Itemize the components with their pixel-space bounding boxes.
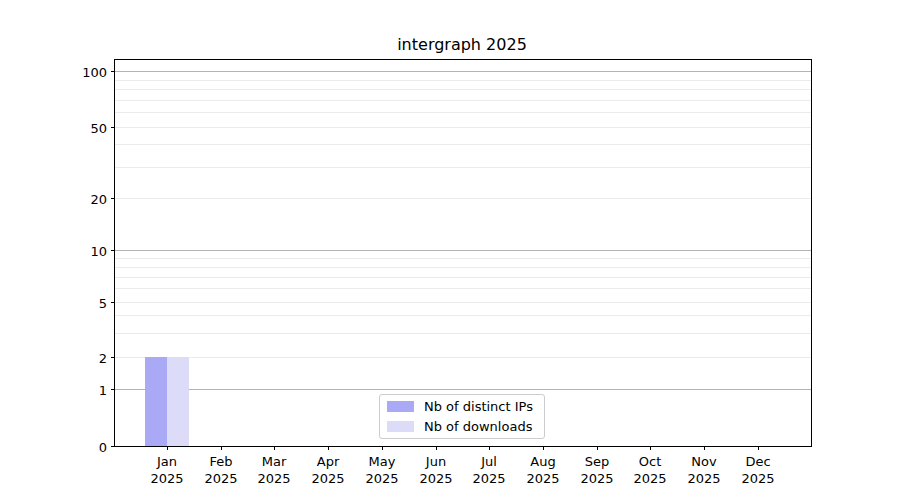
x-tick-label-month: Nov <box>687 453 720 470</box>
gridline-minor <box>115 167 811 168</box>
gridline-major <box>115 71 811 72</box>
y-tick-label: 100 <box>82 64 107 79</box>
x-tick-mark <box>221 446 222 450</box>
x-tick-label-year: 2025 <box>311 470 344 487</box>
x-tick-label: May2025 <box>365 453 398 487</box>
y-tick-mark <box>111 198 115 199</box>
legend-label-downloads: Nb of downloads <box>424 419 532 434</box>
x-tick-label-month: Aug <box>526 453 559 470</box>
x-tick-label: Nov2025 <box>687 453 720 487</box>
gridline-minor <box>115 144 811 145</box>
x-tick-label: Mar2025 <box>257 453 290 487</box>
gridline-minor <box>115 315 811 316</box>
x-tick-mark <box>328 446 329 450</box>
x-tick-label-year: 2025 <box>365 470 398 487</box>
y-tick-label: 20 <box>90 191 107 206</box>
y-tick-mark <box>111 302 115 303</box>
x-tick-label-year: 2025 <box>580 470 613 487</box>
y-tick-mark <box>111 250 115 251</box>
x-tick-label: Dec2025 <box>741 453 774 487</box>
gridline-minor <box>115 302 811 303</box>
gridline-minor <box>115 288 811 289</box>
y-tick-mark <box>111 446 115 447</box>
bar-downloads <box>167 357 189 446</box>
y-tick-mark <box>111 127 115 128</box>
gridline-minor <box>115 80 811 81</box>
x-tick-label-month: Sep <box>580 453 613 470</box>
x-tick-label-month: May <box>365 453 398 470</box>
y-tick-label: 1 <box>99 382 107 397</box>
x-tick-label: Sep2025 <box>580 453 613 487</box>
x-tick-label-month: Dec <box>741 453 774 470</box>
x-tick-mark <box>489 446 490 450</box>
y-tick-label: 5 <box>99 295 107 310</box>
x-tick-label-year: 2025 <box>687 470 720 487</box>
x-tick-label: Jan2025 <box>150 453 183 487</box>
y-tick-label: 10 <box>90 243 107 258</box>
x-tick-label-year: 2025 <box>204 470 237 487</box>
x-tick-label-year: 2025 <box>419 470 452 487</box>
y-tick-mark <box>111 389 115 390</box>
y-tick-mark <box>111 71 115 72</box>
legend-swatch-downloads <box>387 421 414 432</box>
x-tick-label-year: 2025 <box>741 470 774 487</box>
x-tick-label-month: Jul <box>472 453 505 470</box>
gridline-major <box>115 389 811 390</box>
gridline-minor <box>115 357 811 358</box>
legend-label-distinct-ips: Nb of distinct IPs <box>424 399 533 414</box>
x-tick-label-month: Feb <box>204 453 237 470</box>
x-tick-mark <box>543 446 544 450</box>
x-tick-mark <box>382 446 383 450</box>
x-tick-mark <box>436 446 437 450</box>
chart-title: intergraph 2025 <box>114 35 810 54</box>
legend-swatch-distinct-ips <box>387 401 414 412</box>
x-tick-label-month: Mar <box>257 453 290 470</box>
x-tick-label: Apr2025 <box>311 453 344 487</box>
gridline-minor <box>115 267 811 268</box>
x-tick-label: Aug2025 <box>526 453 559 487</box>
x-tick-label-month: Jun <box>419 453 452 470</box>
x-tick-label: Oct2025 <box>633 453 666 487</box>
x-tick-label-year: 2025 <box>472 470 505 487</box>
gridline-minor <box>115 277 811 278</box>
y-tick-label: 0 <box>99 439 107 454</box>
x-tick-mark <box>704 446 705 450</box>
x-tick-label-year: 2025 <box>257 470 290 487</box>
gridline-minor <box>115 100 811 101</box>
x-tick-mark <box>650 446 651 450</box>
x-tick-label-month: Oct <box>633 453 666 470</box>
chart-figure: intergraph 2025 Nb of distinct IPs Nb of… <box>0 0 900 500</box>
y-tick-label: 50 <box>90 120 107 135</box>
gridline-minor <box>115 258 811 259</box>
bar-distinct-ips <box>145 357 167 446</box>
x-tick-label: Feb2025 <box>204 453 237 487</box>
x-tick-label-year: 2025 <box>150 470 183 487</box>
gridline-minor <box>115 112 811 113</box>
gridline-minor <box>115 198 811 199</box>
x-tick-label: Jul2025 <box>472 453 505 487</box>
legend-row-distinct-ips: Nb of distinct IPs <box>387 399 538 414</box>
x-tick-mark <box>758 446 759 450</box>
x-tick-mark <box>167 446 168 450</box>
y-tick-mark <box>111 357 115 358</box>
gridline-major <box>115 250 811 251</box>
x-tick-mark <box>597 446 598 450</box>
gridline-minor <box>115 89 811 90</box>
x-tick-label-year: 2025 <box>633 470 666 487</box>
x-tick-label: Jun2025 <box>419 453 452 487</box>
plot-area: Nb of distinct IPs Nb of downloads 01251… <box>114 59 812 447</box>
legend: Nb of distinct IPs Nb of downloads <box>379 394 545 439</box>
gridline-minor <box>115 333 811 334</box>
x-tick-mark <box>274 446 275 450</box>
x-tick-label-year: 2025 <box>526 470 559 487</box>
y-tick-label: 2 <box>99 350 107 365</box>
x-tick-label-month: Apr <box>311 453 344 470</box>
x-tick-label-month: Jan <box>150 453 183 470</box>
gridline-minor <box>115 127 811 128</box>
legend-row-downloads: Nb of downloads <box>387 419 538 434</box>
